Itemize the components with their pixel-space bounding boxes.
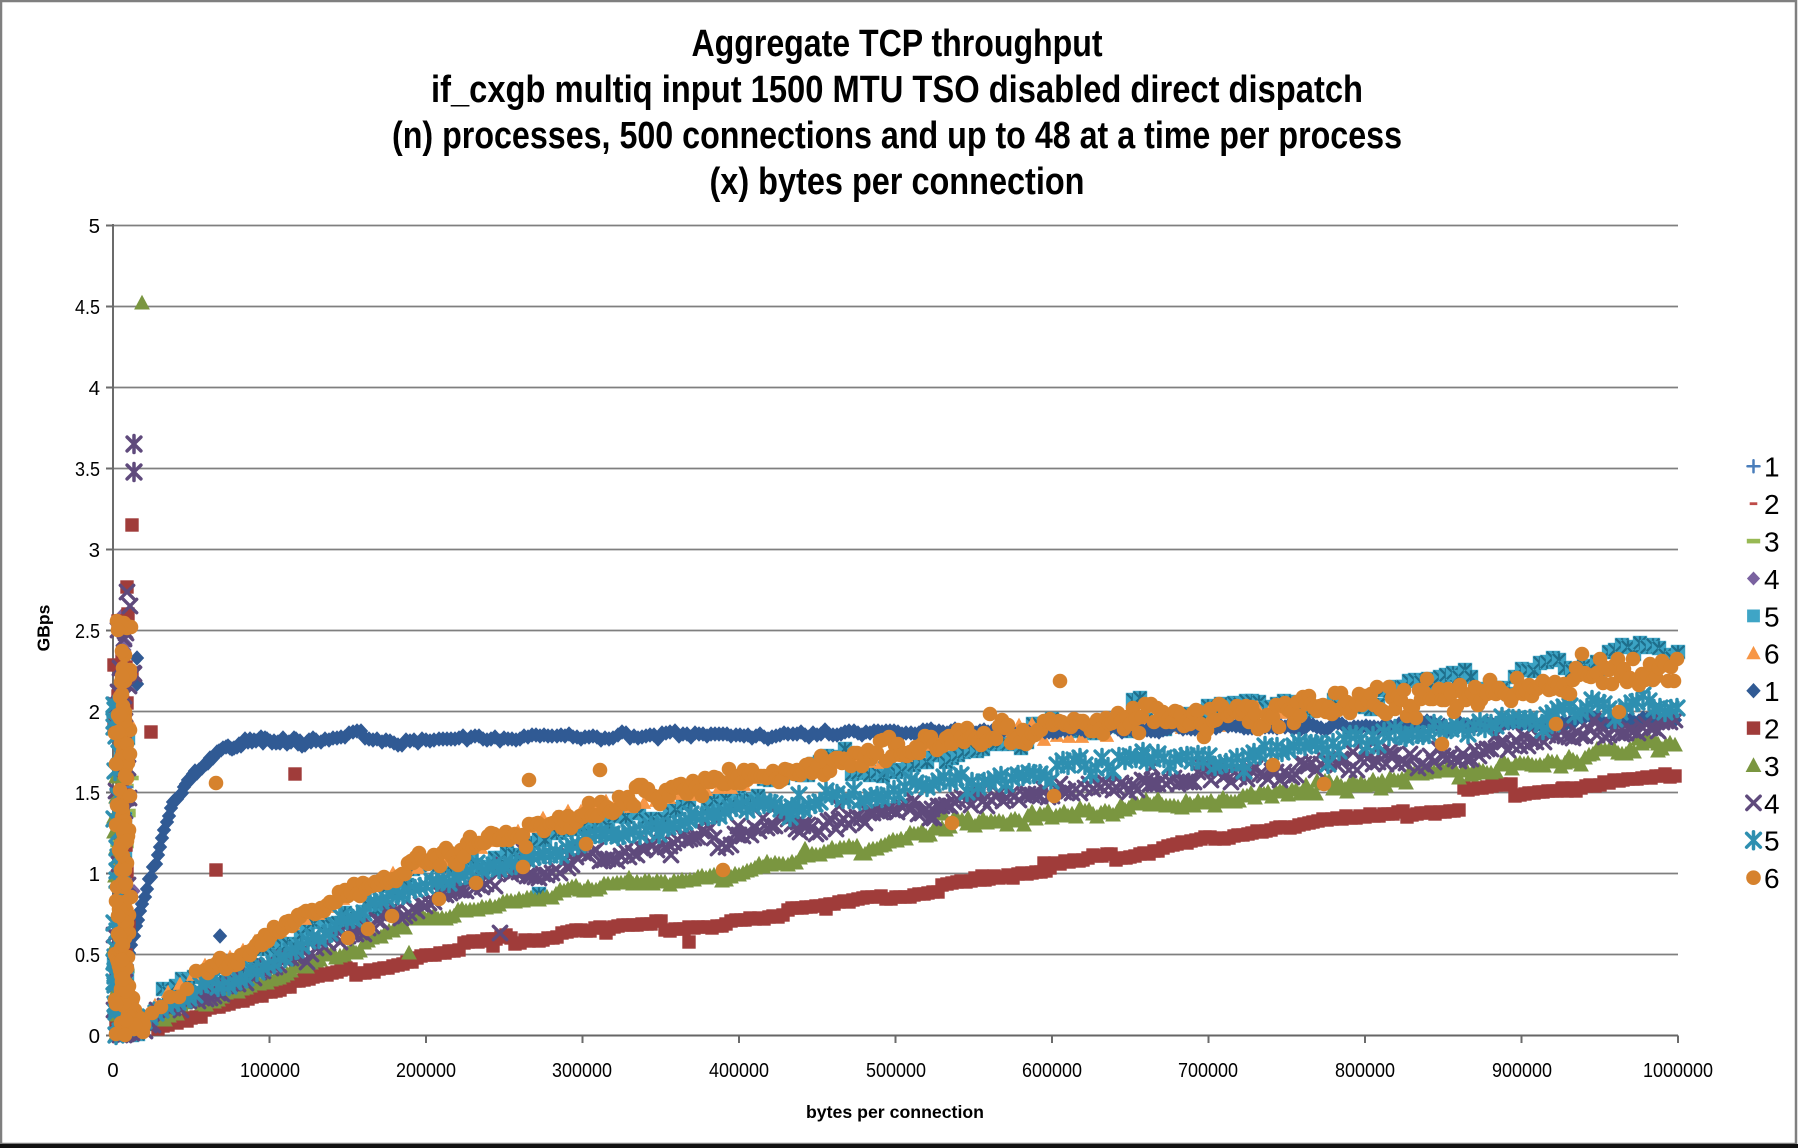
svg-text:2.5: 2.5 xyxy=(75,620,100,643)
svg-text:0: 0 xyxy=(89,1025,100,1048)
svg-text:1: 1 xyxy=(89,863,100,886)
svg-text:2: 2 xyxy=(1764,714,1780,745)
svg-text:5: 5 xyxy=(1764,601,1780,632)
svg-text:3: 3 xyxy=(1764,527,1780,558)
svg-text:4: 4 xyxy=(89,377,100,400)
svg-text:600000: 600000 xyxy=(1022,1059,1082,1082)
svg-text:100000: 100000 xyxy=(240,1059,300,1082)
svg-text:1000000: 1000000 xyxy=(1643,1059,1713,1082)
svg-text:5: 5 xyxy=(89,215,100,238)
svg-text:900000: 900000 xyxy=(1492,1059,1552,1082)
svg-text:(n) processes, 500 connections: (n) processes, 500 connections and up to… xyxy=(392,115,1402,157)
svg-text:5: 5 xyxy=(1764,826,1780,857)
svg-text:500000: 500000 xyxy=(866,1059,926,1082)
svg-text:1.5: 1.5 xyxy=(75,782,100,805)
svg-text:3.5: 3.5 xyxy=(75,458,100,481)
svg-text:(x) bytes per connection: (x) bytes per connection xyxy=(710,161,1085,203)
svg-text:0: 0 xyxy=(107,1059,118,1082)
svg-text:800000: 800000 xyxy=(1335,1059,1395,1082)
svg-text:1: 1 xyxy=(1764,676,1780,707)
svg-text:200000: 200000 xyxy=(396,1059,456,1082)
svg-text:4: 4 xyxy=(1764,564,1780,595)
svg-text:700000: 700000 xyxy=(1178,1059,1238,1082)
svg-text:4.5: 4.5 xyxy=(75,296,100,319)
svg-text:bytes per connection: bytes per connection xyxy=(806,1102,984,1122)
svg-text:0.5: 0.5 xyxy=(75,944,100,967)
svg-text:2: 2 xyxy=(1764,489,1780,520)
svg-text:6: 6 xyxy=(1764,863,1780,894)
svg-text:Aggregate TCP throughput: Aggregate TCP throughput xyxy=(692,23,1103,65)
svg-text:3: 3 xyxy=(1764,751,1780,782)
svg-text:6: 6 xyxy=(1764,639,1780,670)
svg-text:GBps: GBps xyxy=(34,604,54,651)
svg-text:300000: 300000 xyxy=(552,1059,612,1082)
svg-text:3: 3 xyxy=(89,539,100,562)
svg-text:if_cxgb multiq input 1500 MTU: if_cxgb multiq input 1500 MTU TSO disabl… xyxy=(431,69,1363,111)
svg-text:4: 4 xyxy=(1764,788,1780,819)
svg-text:400000: 400000 xyxy=(709,1059,769,1082)
svg-text:1: 1 xyxy=(1764,452,1780,483)
svg-text:2: 2 xyxy=(89,701,100,724)
